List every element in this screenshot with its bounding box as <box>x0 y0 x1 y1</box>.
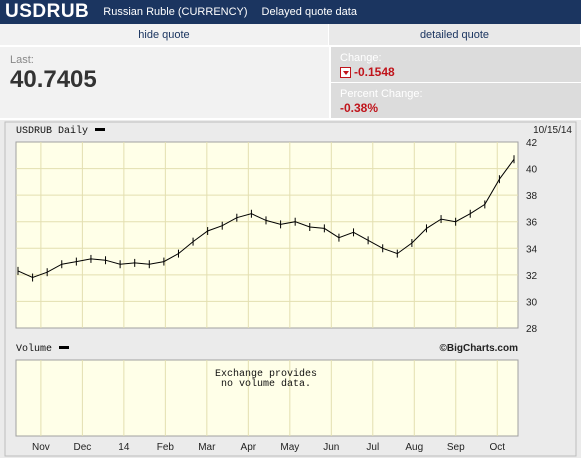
x-tick-label: Oct <box>489 442 505 453</box>
percent-change-label: Percent Change: <box>340 88 423 100</box>
price-chart: 28 30 32 34 36 38 40 42 Nov Dec 14 Feb Mar Apr May Jun… <box>0 120 581 458</box>
percent-change-value: -0.38% <box>340 101 379 115</box>
delay-note: Delayed quote data <box>261 6 357 18</box>
no-volume-line1: Exchange provides <box>215 368 317 380</box>
change-value: -0.1548 <box>354 65 395 79</box>
x-tick-label: Mar <box>198 442 216 453</box>
chart-svg: 28 30 32 34 36 38 40 42 Nov Dec 14 Feb Mar Apr May Jun… <box>4 121 577 457</box>
detailed-quote-link[interactable]: detailed quote <box>329 24 581 45</box>
bigcharts-credit: ©BigCharts.com <box>440 343 519 354</box>
change-label: Change: <box>340 52 382 64</box>
volume-legend-swatch <box>59 346 69 349</box>
chart-grid <box>16 142 518 436</box>
last-price-panel: Last: 40.7405 <box>0 47 329 118</box>
y-tick-label: 32 <box>526 271 538 282</box>
x-tick-label: Jun <box>323 442 339 453</box>
x-tick-label: 14 <box>118 442 130 453</box>
volume-plot-area <box>15 359 519 437</box>
x-tick-label: Nov <box>32 442 50 453</box>
last-price: 40.7405 <box>10 66 97 93</box>
legend-swatch <box>95 128 105 131</box>
chart-date: 10/15/14 <box>533 125 572 136</box>
y-tick-label: 30 <box>526 297 538 308</box>
y-tick-label: 40 <box>526 165 538 176</box>
y-tick-label: 36 <box>526 218 538 229</box>
quote-tabs: hide quote detailed quote <box>0 24 581 45</box>
chart-title: USDRUB Daily <box>16 125 88 137</box>
y-axis-ticks: 28 30 32 34 36 38 40 42 <box>526 138 538 335</box>
x-tick-label: Feb <box>157 442 175 453</box>
x-tick-label: Apr <box>241 442 257 453</box>
volume-title: Volume <box>16 343 52 355</box>
x-axis-ticks: Nov Dec 14 Feb Mar Apr May Jun Jul Aug Sep Oct <box>32 442 505 453</box>
change-value-row: -0.1548 <box>340 65 395 79</box>
y-tick-label: 42 <box>526 138 538 149</box>
no-volume-line2: no volume data. <box>221 378 311 390</box>
y-tick-label: 38 <box>526 191 538 202</box>
x-tick-label: Aug <box>405 442 423 453</box>
percent-change-panel: Percent Change: -0.38% <box>331 83 581 118</box>
y-tick-label: 28 <box>526 324 538 335</box>
last-label: Last: <box>10 54 34 66</box>
hide-quote-link[interactable]: hide quote <box>0 24 329 45</box>
x-tick-label: Jul <box>366 442 379 453</box>
y-tick-label: 34 <box>526 244 538 255</box>
down-arrow-icon <box>340 66 351 78</box>
change-panel: Change: -0.1548 <box>331 47 581 82</box>
x-tick-label: May <box>280 442 299 453</box>
price-bars <box>17 155 515 282</box>
x-tick-label: Dec <box>73 442 91 453</box>
x-tick-label: Sep <box>447 442 465 453</box>
price-plot-area <box>15 141 519 329</box>
instrument-name: Russian Ruble (CURRENCY) <box>103 6 248 18</box>
quote-header: USDRUB Russian Ruble (CURRENCY) Delayed … <box>0 0 581 24</box>
symbol-title: USDRUB <box>5 1 90 22</box>
